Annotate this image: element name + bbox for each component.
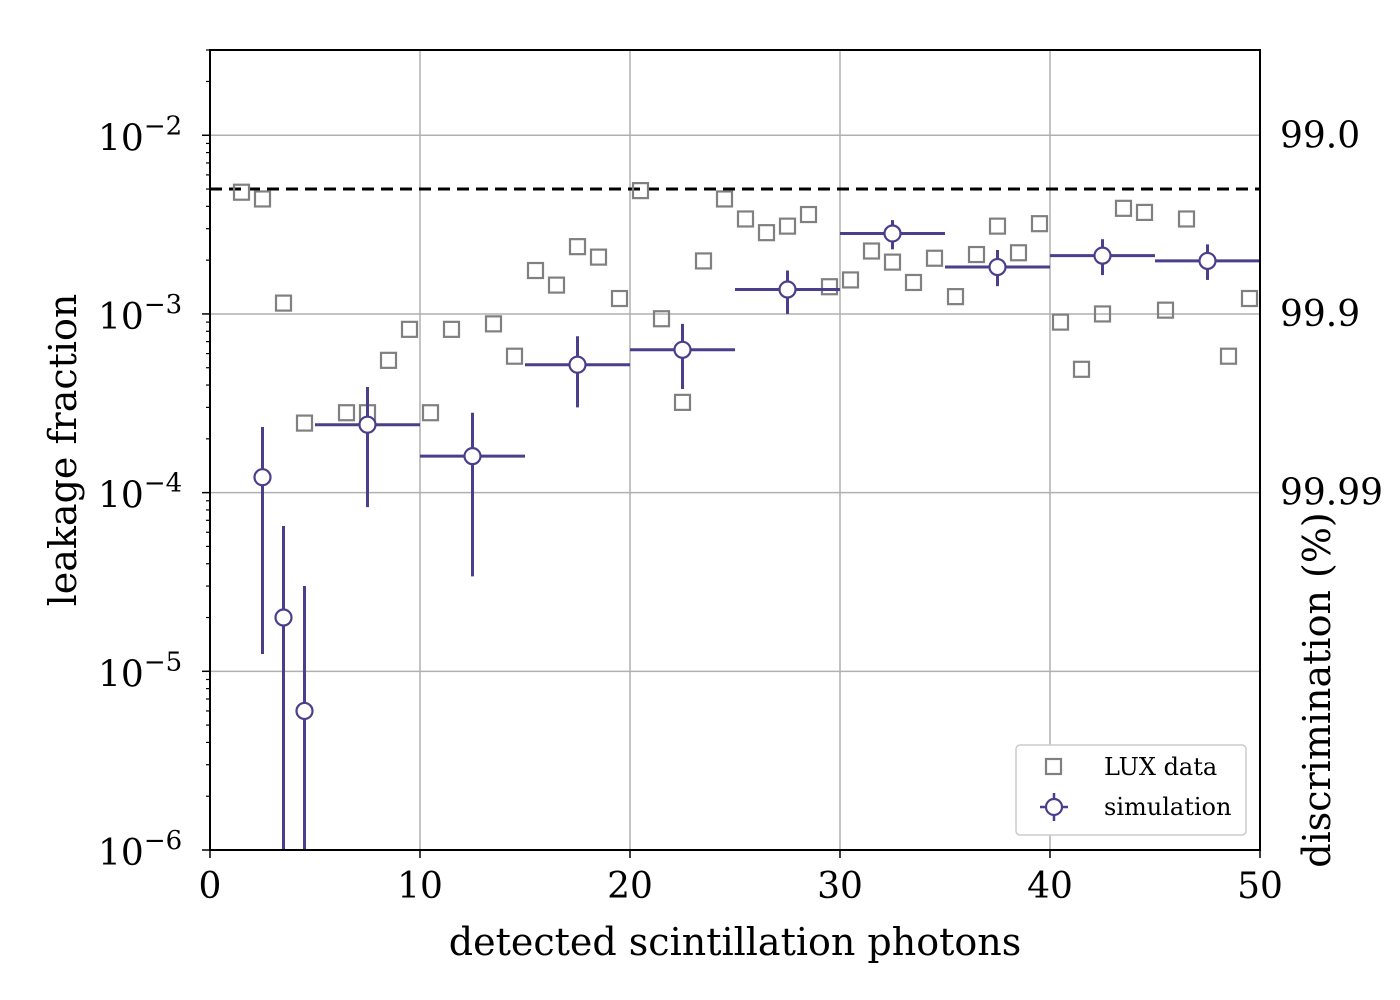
- lux-data-point: [673, 393, 692, 411]
- lux-data-point: [988, 217, 1007, 235]
- lux-data-point: [274, 294, 293, 312]
- x-tick-label: 20: [607, 866, 653, 907]
- grid-lines: [210, 50, 1260, 850]
- simulation-point: [1093, 246, 1112, 265]
- x-tick-label: 30: [817, 866, 863, 907]
- lux-data-point: [526, 261, 545, 280]
- x-axis-title: detected scintillation photons: [449, 920, 1021, 964]
- lux-data-point: [1072, 360, 1091, 378]
- y-tick-label: 10−5: [98, 647, 182, 695]
- lux-data-point: [568, 238, 587, 256]
- legend-sim-marker: [1044, 797, 1064, 817]
- simulation-point: [295, 701, 314, 721]
- lux-data-point: [1051, 313, 1070, 331]
- simulation-point: [463, 447, 482, 466]
- simulation-point: [988, 257, 1007, 277]
- legend-sim-label: simulation: [1104, 793, 1231, 821]
- lux-data-point: [400, 320, 419, 338]
- legend-lux-marker: [1044, 757, 1063, 776]
- lux-data-point: [799, 205, 818, 224]
- lux-data-point: [631, 182, 650, 200]
- lux-data-point: [736, 210, 755, 228]
- lux-data-point: [232, 183, 251, 201]
- lux-data-point: [1009, 244, 1028, 262]
- x-tick-label: 10: [397, 866, 443, 907]
- legend-lux-label: LUX data: [1104, 753, 1217, 781]
- y-tick-label: 10−4: [98, 469, 182, 517]
- lux-data-point: [1114, 199, 1133, 217]
- lux-data-point: [694, 252, 713, 270]
- lux-data-point: [967, 245, 986, 264]
- lux-data-point: [715, 190, 734, 208]
- lux-data-point: [946, 288, 965, 306]
- lux-data-point: [925, 249, 944, 267]
- lux-data-point: [253, 190, 272, 208]
- lux-data-point: [379, 351, 398, 369]
- simulation-series: [253, 220, 1260, 850]
- y-axis-title: leakage fraction: [41, 294, 85, 607]
- right-axis-title: discrimination (%): [1295, 512, 1339, 868]
- x-tick-label: 0: [199, 866, 222, 907]
- legend-box: [1015, 744, 1247, 836]
- simulation-point: [883, 224, 902, 243]
- x-tick-label: 50: [1237, 866, 1283, 907]
- right-tick-label: 99.9: [1280, 294, 1360, 335]
- lux-data-point: [1240, 289, 1259, 308]
- lux-data-point: [442, 320, 461, 338]
- lux-data-point: [862, 242, 881, 260]
- lux-data-point: [820, 278, 839, 296]
- lux-data-point: [1093, 305, 1112, 323]
- lux-data-point: [883, 253, 902, 271]
- right-tick-label: 99.99: [1280, 473, 1383, 514]
- y-tick-label: 10−3: [98, 290, 182, 338]
- lux-data-point: [841, 271, 860, 289]
- simulation-point: [274, 608, 293, 627]
- simulation-point: [673, 340, 692, 359]
- x-tick-label: 40: [1027, 866, 1073, 907]
- simulation-point: [778, 280, 797, 299]
- lux-data-point: [652, 310, 671, 328]
- simulation-point: [358, 415, 377, 434]
- y-tick-label: 10−2: [98, 111, 182, 159]
- lux-data-point: [610, 289, 629, 308]
- lux-data-point: [295, 414, 314, 432]
- right-tick-label: 99.0: [1280, 115, 1360, 156]
- lux-data-series: [232, 182, 1259, 432]
- lux-data-point: [1219, 347, 1238, 365]
- lux-data-point: [904, 273, 923, 292]
- lux-data-point: [421, 404, 440, 422]
- axis-ticks: [202, 49, 1261, 858]
- lux-data-point: [778, 217, 797, 235]
- lux-data-point: [547, 276, 566, 294]
- simulation-point: [568, 355, 587, 374]
- simulation-point: [1198, 251, 1217, 271]
- lux-data-point: [337, 404, 356, 422]
- lux-data-point: [589, 248, 608, 266]
- lux-data-point: [1030, 215, 1049, 233]
- legend: LUX data simulation: [1015, 744, 1247, 836]
- lux-data-point: [757, 224, 776, 242]
- lux-data-point: [1135, 203, 1154, 222]
- y-tick-label: 10−6: [98, 826, 182, 874]
- lux-data-point: [1156, 301, 1175, 319]
- plot-frame: [209, 49, 1261, 851]
- lux-data-point: [484, 315, 503, 333]
- lux-data-point: [505, 347, 524, 365]
- lux-data-point: [1177, 210, 1196, 228]
- simulation-point: [253, 468, 272, 487]
